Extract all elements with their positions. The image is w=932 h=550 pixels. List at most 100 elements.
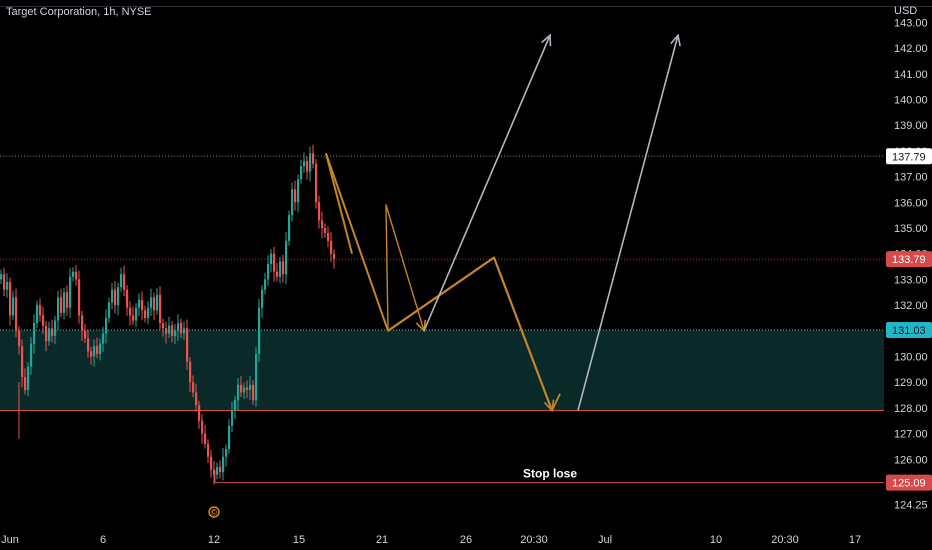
chart-title: Target Corporation, 1h, NYSE [6, 6, 152, 18]
price-tick-label: 143.00 [894, 17, 928, 29]
price-tick-label: 130.00 [894, 352, 928, 364]
candle-body [60, 297, 63, 313]
candle-body [120, 274, 123, 288]
candle-body [318, 202, 321, 221]
time-tick-label: 17 [849, 534, 861, 546]
candle-body [21, 346, 24, 378]
time-tick-label: 26 [460, 534, 472, 546]
price-badge [886, 474, 932, 491]
candle-body [9, 281, 12, 316]
candle-body [48, 328, 51, 342]
candle-body [6, 281, 9, 290]
candle-body [189, 361, 192, 383]
axis-currency: USD [894, 5, 917, 17]
candle-body [105, 317, 108, 334]
candle-body [201, 420, 204, 434]
candle-body [165, 328, 168, 334]
candle-body [276, 271, 279, 277]
candle-body [246, 387, 249, 390]
candle-body [168, 325, 171, 334]
candle-body [186, 328, 189, 362]
candle-body [225, 449, 228, 457]
candle-body [228, 425, 231, 450]
candle-body [183, 328, 186, 334]
price-badge-label: 137.79 [892, 151, 926, 163]
time-tick-label: Jul [598, 534, 612, 546]
candle-body [144, 310, 147, 318]
time-tick-label: 12 [208, 534, 220, 546]
candle-body [114, 289, 117, 306]
orange-path-short [325, 153, 353, 254]
price-badge [886, 148, 932, 165]
candle-body [306, 161, 309, 172]
candle-body [327, 233, 330, 241]
price-tick-label: 129.00 [894, 377, 928, 389]
candle-body [282, 261, 285, 275]
candle-body [207, 443, 210, 457]
candle-body [93, 346, 96, 357]
candle-body [69, 276, 72, 308]
candle-body [87, 338, 90, 352]
candle-body [273, 253, 276, 272]
candle-body [294, 189, 297, 203]
candle-body [138, 299, 141, 308]
price-badge-label: 125.09 [892, 478, 926, 490]
candle-body [324, 228, 327, 234]
price-badge [886, 322, 932, 339]
white-arrow-2 [577, 35, 679, 411]
candle-body [54, 320, 57, 336]
candle-body [195, 392, 198, 406]
candle-body [210, 456, 213, 470]
candle-body [159, 294, 162, 324]
stop-loss-label: Stop lose [523, 467, 577, 481]
candle-body [96, 346, 99, 354]
price-badge-label: 131.03 [892, 325, 926, 337]
candle-body [315, 163, 318, 203]
candle-body [39, 305, 42, 316]
candle-body [180, 323, 183, 334]
candle-body [30, 343, 33, 367]
candle-body [123, 274, 126, 290]
candle-body [78, 279, 81, 316]
price-tick-label: 142.00 [894, 43, 928, 55]
candle-body [237, 384, 240, 401]
candle-body [270, 253, 273, 264]
price-tick-label: 128.00 [894, 403, 928, 415]
candle-body [102, 333, 105, 344]
candle-body [66, 292, 69, 308]
candle-body [0, 274, 3, 280]
candle-body [135, 307, 138, 321]
time-tick-label: 6 [100, 534, 106, 546]
candle-body [171, 325, 174, 336]
candle-body [330, 240, 333, 254]
candle-body [204, 433, 207, 444]
candle-body [12, 297, 15, 316]
candle-body [156, 294, 159, 311]
candle-body [300, 166, 303, 180]
candle-body [243, 387, 246, 393]
candle-body [216, 467, 219, 475]
candle-body [126, 289, 129, 308]
candle-body [240, 384, 243, 393]
time-tick-label: Jun [1, 534, 19, 546]
candle-body [90, 351, 93, 357]
candle-body [117, 287, 120, 306]
candle-body [150, 297, 153, 308]
price-tick-label: 132.00 [894, 300, 928, 312]
candle-body [222, 456, 225, 473]
candle-body [108, 302, 111, 318]
candle-body [36, 305, 39, 324]
candle-body [3, 274, 6, 290]
orange-path-main [325, 153, 389, 332]
candle-body [57, 297, 60, 321]
candle-body [129, 307, 132, 316]
candle-body [285, 240, 288, 275]
price-tick-label: 135.00 [894, 223, 928, 235]
candle-body [33, 323, 36, 344]
candle-body [27, 366, 30, 390]
time-tick-label: 21 [376, 534, 388, 546]
candle-body [231, 410, 234, 426]
price-tick-label: 141.00 [894, 69, 928, 81]
